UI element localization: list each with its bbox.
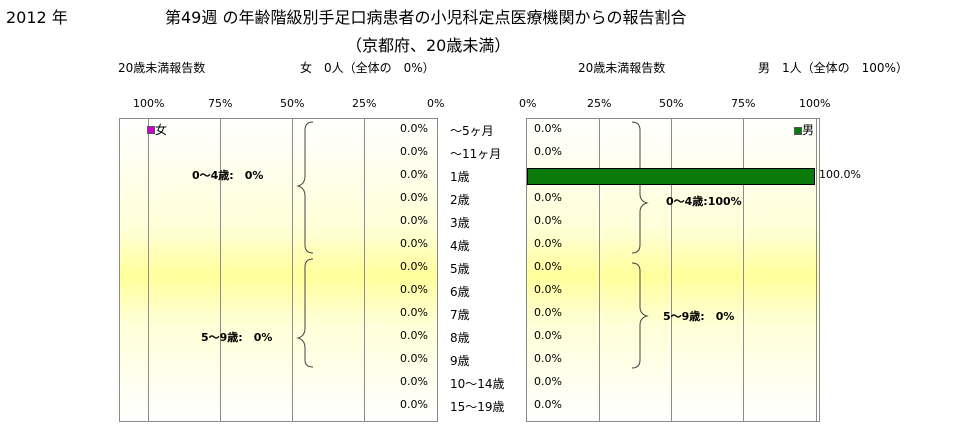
female-value-label: 0.0% bbox=[400, 329, 428, 342]
female-value-label: 0.0% bbox=[400, 214, 428, 227]
chart-title: 第49週 の年齢階級別手足口病患者の小児科定点医療機関からの報告割合 bbox=[165, 8, 687, 27]
male-value-label: 0.0% bbox=[534, 329, 562, 342]
female-tick-label: 25% bbox=[352, 97, 377, 110]
female-value-label: 0.0% bbox=[400, 145, 428, 158]
female-legend-swatch bbox=[147, 126, 155, 134]
male-tick-label: 100% bbox=[799, 97, 831, 110]
female-legend-label: 女 bbox=[155, 123, 168, 137]
female-summary: 女 0人（全体の 0%） bbox=[300, 61, 435, 75]
female-group-label-0-4: 0～4歳: 0% bbox=[192, 169, 264, 182]
female-value-label: 0.0% bbox=[400, 352, 428, 365]
gridline bbox=[816, 119, 817, 421]
gridline bbox=[671, 119, 672, 421]
female-value-label: 0.0% bbox=[400, 191, 428, 204]
age-label: 8歳 bbox=[450, 331, 470, 345]
male-value-label: 0.0% bbox=[534, 214, 562, 227]
female-tick-label: 50% bbox=[280, 97, 305, 110]
gridline bbox=[743, 119, 744, 421]
age-label: ～11ヶ月 bbox=[450, 147, 502, 161]
age-label: 10～14歳 bbox=[450, 377, 505, 391]
male-tick-label: 75% bbox=[731, 97, 756, 110]
male-tick-label: 50% bbox=[659, 97, 684, 110]
female-brace-0-4 bbox=[296, 121, 314, 254]
gridline bbox=[364, 119, 365, 421]
female-value-label: 0.0% bbox=[400, 122, 428, 135]
female-value-label: 0.0% bbox=[400, 260, 428, 273]
female-value-label: 0.0% bbox=[400, 283, 428, 296]
male-group-label-0-4: 0～4歳:100% bbox=[666, 195, 742, 208]
male-value-label: 0.0% bbox=[534, 237, 562, 250]
gridline bbox=[148, 119, 149, 421]
age-label: 6歳 bbox=[450, 285, 470, 299]
female-tick-label: 75% bbox=[208, 97, 233, 110]
female-count-label: 20歳未満報告数 bbox=[118, 61, 206, 75]
male-bar bbox=[527, 168, 815, 185]
male-value-label: 0.0% bbox=[534, 306, 562, 319]
age-label: 1歳 bbox=[450, 170, 470, 184]
female-value-label: 0.0% bbox=[400, 306, 428, 319]
age-label: ～5ヶ月 bbox=[450, 124, 494, 138]
male-value-label: 0.0% bbox=[534, 398, 562, 411]
female-tick-label: 100% bbox=[133, 97, 165, 110]
age-label: 4歳 bbox=[450, 239, 470, 253]
female-tick-label: 0% bbox=[427, 97, 445, 110]
age-label: 2歳 bbox=[450, 193, 470, 207]
female-value-label: 0.0% bbox=[400, 237, 428, 250]
male-legend-label: 男 bbox=[802, 123, 815, 137]
age-label: 5歳 bbox=[450, 262, 470, 276]
female-value-label: 0.0% bbox=[400, 168, 428, 181]
male-brace-0-4 bbox=[631, 121, 649, 254]
age-label: 9歳 bbox=[450, 354, 470, 368]
female-plot-area bbox=[119, 118, 438, 422]
male-tick-label: 0% bbox=[519, 97, 537, 110]
gridline bbox=[292, 119, 293, 421]
female-group-label-5-9: 5～9歳: 0% bbox=[201, 331, 273, 344]
male-value-label: 0.0% bbox=[534, 191, 562, 204]
chart-subtitle: （京都府、20歳未満） bbox=[346, 36, 511, 55]
female-brace-5-9 bbox=[296, 258, 314, 368]
gridline bbox=[599, 119, 600, 421]
age-label: 3歳 bbox=[450, 216, 470, 230]
gridline bbox=[220, 119, 221, 421]
male-count-label: 20歳未満報告数 bbox=[578, 61, 666, 75]
male-value-label: 0.0% bbox=[534, 145, 562, 158]
male-legend-swatch bbox=[794, 127, 802, 135]
male-tick-label: 25% bbox=[587, 97, 612, 110]
female-value-label: 0.0% bbox=[400, 398, 428, 411]
male-value-label: 0.0% bbox=[534, 283, 562, 296]
male-value-label: 0.0% bbox=[534, 352, 562, 365]
male-value-label: 0.0% bbox=[534, 375, 562, 388]
male-value-label: 100.0% bbox=[819, 168, 861, 181]
male-summary: 男 1人（全体の 100%） bbox=[758, 61, 908, 75]
age-label: 15～19歳 bbox=[450, 400, 505, 414]
male-value-label: 0.0% bbox=[534, 122, 562, 135]
male-brace-5-9 bbox=[631, 262, 649, 369]
male-group-label-5-9: 5～9歳: 0% bbox=[663, 310, 735, 323]
year-label: 2012 年 bbox=[6, 8, 68, 27]
female-value-label: 0.0% bbox=[400, 375, 428, 388]
age-label: 7歳 bbox=[450, 308, 470, 322]
male-value-label: 0.0% bbox=[534, 260, 562, 273]
